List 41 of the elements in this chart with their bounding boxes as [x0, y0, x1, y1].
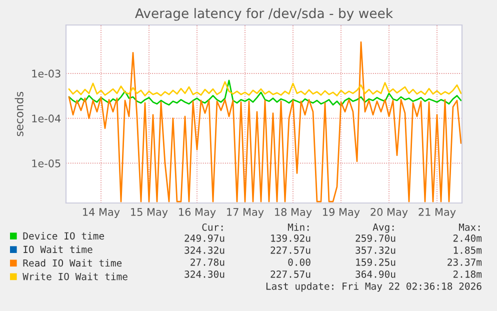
text: 1.85m — [454, 246, 482, 254]
legend-label: Read IO Wait time — [23, 259, 122, 267]
legend-label: Device IO time — [23, 232, 104, 240]
text: 249.97u — [184, 234, 224, 242]
text: 27.78u — [190, 258, 224, 266]
text: 0.00 — [288, 258, 310, 266]
text: Cur: — [202, 223, 223, 231]
line-series — [68, 81, 462, 96]
x-tick-label: 21 May — [418, 208, 456, 218]
y-axis-title: seconds — [14, 92, 24, 136]
legend-label: Write IO Wait time — [22, 272, 128, 280]
legend-label: IO Wait time — [24, 246, 92, 254]
x-tick-label: 20 May — [370, 208, 408, 218]
y-tick-label: 1e-03 — [32, 70, 60, 78]
x-tick-label: 15 May — [131, 208, 168, 218]
text: 23.37m — [448, 258, 482, 266]
text: Last update: Fri May 22 02:36:18 2026 — [266, 282, 482, 292]
text: 159.25u — [356, 258, 396, 266]
text: 227.57u — [270, 246, 310, 254]
x-tick-label: 14 May — [83, 208, 120, 218]
text: Avg: — [372, 224, 394, 233]
line-series — [68, 80, 462, 107]
text: 227.57u — [270, 270, 310, 278]
x-tick-label: 16 May — [179, 208, 216, 218]
text: 357.32u — [356, 246, 396, 254]
x-tick-label: 18 May — [275, 208, 312, 218]
y-tick-label: 1e-04 — [32, 114, 61, 122]
text: 364.90u — [356, 270, 396, 278]
x-tick-label: 19 May — [323, 208, 360, 218]
line-series — [68, 41, 462, 202]
x-tick-label: 17 May — [227, 208, 264, 218]
text: 2.40m — [453, 234, 482, 242]
text: 259.70u — [356, 234, 396, 242]
text: 139.92u — [271, 234, 310, 242]
y-tick-label: 1e-05 — [32, 159, 60, 168]
text: 324.32u — [184, 246, 224, 254]
text: Max: — [458, 224, 480, 231]
text: 2.18m — [453, 270, 482, 278]
text: Min: — [288, 223, 309, 231]
chart-title: Average latency for /dev/sda - by week — [135, 8, 394, 21]
text: 324.30u — [184, 270, 224, 278]
